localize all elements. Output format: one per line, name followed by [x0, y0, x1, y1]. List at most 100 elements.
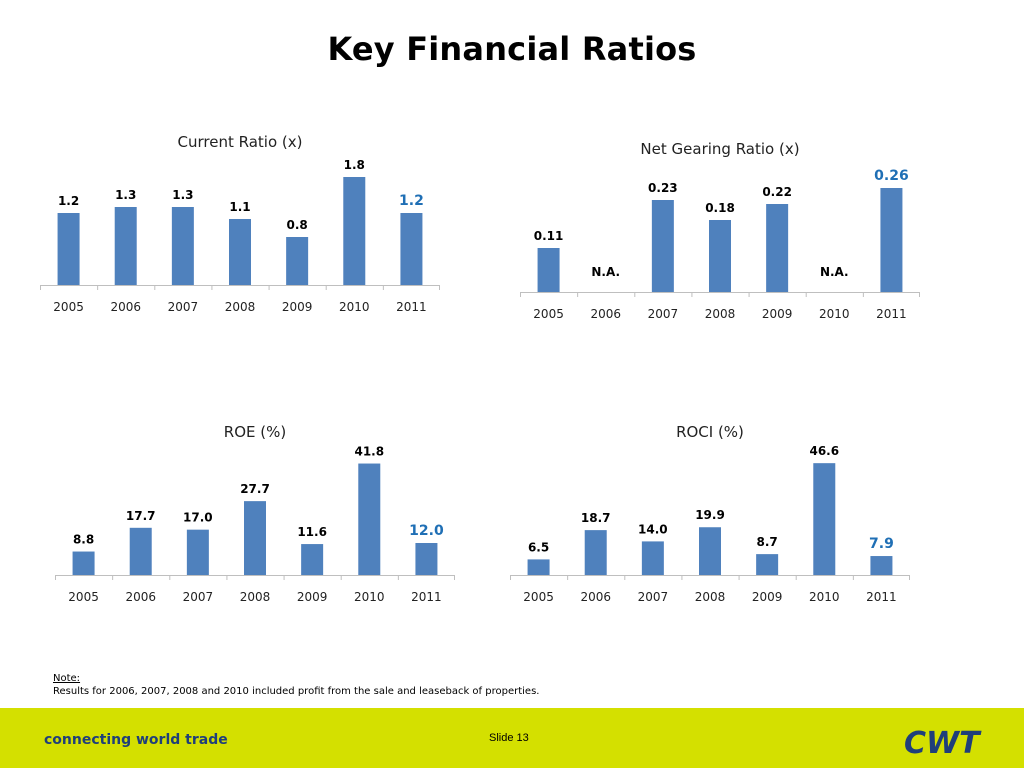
bar-2009	[766, 204, 789, 292]
x-tick-label-2010: 2010	[819, 307, 850, 321]
data-label-2008: 0.18	[705, 201, 735, 215]
bar-2011	[870, 556, 893, 575]
bar-2011	[415, 543, 438, 575]
bar-2010	[813, 463, 836, 575]
x-tick-label-2008: 2008	[240, 590, 271, 604]
data-label-2007: 17.0	[183, 511, 213, 525]
x-tick-label-2007: 2007	[638, 590, 669, 604]
bar-2011	[400, 213, 423, 285]
note-label: Note:	[53, 673, 81, 684]
bar-2005	[527, 559, 550, 575]
x-tick-label-2007: 2007	[648, 307, 679, 321]
bar-2011	[880, 188, 903, 292]
data-label-2010: 46.6	[809, 444, 839, 458]
bar-2008	[709, 220, 731, 292]
x-tick-label-2005: 2005	[53, 300, 84, 314]
bar-2006	[584, 530, 607, 575]
data-label-2006: N.A.	[591, 265, 620, 279]
chart-svg: ROCI (%) 6.5 2005 18.7 2006 14.0 2007 19.9 2008 8…	[510, 423, 910, 604]
chart-roci: ROCI (%) 6.5 2005 18.7 2006 14.0 2007 19.9 2008 8…	[510, 415, 910, 615]
chart-title: ROE (%)	[224, 423, 286, 441]
x-tick-label-2005: 2005	[523, 590, 554, 604]
bar-2010	[358, 463, 381, 575]
data-label-2005: 0.11	[534, 229, 564, 243]
tagline: connecting world trade	[44, 732, 228, 748]
data-label-2010: 1.8	[344, 158, 365, 172]
bar-2009	[286, 237, 309, 285]
chart-title: Net Gearing Ratio (x)	[640, 140, 799, 158]
x-tick-label-2007: 2007	[168, 300, 199, 314]
data-label-2005: 6.5	[528, 540, 549, 554]
x-tick-label-2006: 2006	[125, 590, 156, 604]
data-label-2007: 14.0	[638, 522, 668, 536]
footnote: Note: Results for 2006, 2007, 2008 and 2…	[53, 672, 539, 698]
bar-2005	[537, 248, 560, 292]
bar-2008	[699, 527, 721, 575]
x-tick-label-2006: 2006	[590, 307, 621, 321]
note-text: Results for 2006, 2007, 2008 and 2010 in…	[53, 686, 540, 697]
data-label-2009: 0.22	[762, 185, 792, 199]
data-label-2010: 41.8	[354, 445, 384, 459]
x-tick-label-2010: 2010	[809, 590, 840, 604]
data-label-2011: 7.9	[869, 536, 894, 552]
bar-2009	[756, 554, 779, 575]
data-label-2010: N.A.	[820, 265, 849, 279]
x-tick-label-2009: 2009	[297, 590, 328, 604]
x-tick-label-2009: 2009	[282, 300, 313, 314]
page-title: Key Financial Ratios	[327, 30, 697, 68]
data-label-2009: 8.7	[757, 535, 778, 549]
bar-2007	[641, 541, 664, 575]
bar-2005	[72, 551, 95, 575]
data-label-2008: 1.1	[229, 200, 250, 214]
cwt-logo: CWT	[904, 726, 982, 758]
chart-roe: ROE (%) 8.8 2005 17.7 2006 17.0 2007 27.7 2008 11…	[55, 415, 455, 615]
x-tick-label-2008: 2008	[695, 590, 726, 604]
data-label-2007: 1.3	[172, 188, 193, 202]
data-label-2011: 0.26	[874, 168, 909, 184]
data-label-2005: 8.8	[73, 533, 94, 547]
bar-2006	[129, 527, 152, 575]
chart-title: ROCI (%)	[676, 423, 744, 441]
x-tick-label-2011: 2011	[876, 307, 907, 321]
footer-bar: connecting world trade Slide 13 CWT	[0, 708, 1024, 768]
bar-2008	[229, 219, 251, 285]
data-label-2006: 1.3	[115, 188, 136, 202]
data-label-2011: 1.2	[399, 193, 424, 209]
data-label-2007: 0.23	[648, 181, 678, 195]
x-tick-label-2005: 2005	[68, 590, 99, 604]
x-tick-label-2009: 2009	[752, 590, 783, 604]
bar-2010	[343, 177, 366, 285]
x-tick-label-2008: 2008	[705, 307, 736, 321]
x-tick-label-2005: 2005	[533, 307, 564, 321]
chart-net-gearing-ratio: Net Gearing Ratio (x) 0.11 2005 N.A. 2006 0.2…	[520, 132, 920, 332]
chart-svg: ROE (%) 8.8 2005 17.7 2006 17.0 2007 27.7 2008 11…	[55, 423, 455, 604]
x-tick-label-2006: 2006	[110, 300, 141, 314]
chart-title: Current Ratio (x)	[178, 133, 303, 151]
x-tick-label-2011: 2011	[411, 590, 442, 604]
x-tick-label-2008: 2008	[225, 300, 256, 314]
x-tick-label-2011: 2011	[866, 590, 897, 604]
chart-current-ratio: Current Ratio (x) 1.2 2005 1.3 2006 1.3 2007 1.…	[40, 125, 440, 325]
logo-text: CWT	[904, 726, 982, 758]
x-tick-label-2006: 2006	[580, 590, 611, 604]
data-label-2006: 17.7	[126, 509, 156, 523]
data-label-2011: 12.0	[409, 523, 444, 539]
bar-2007	[171, 207, 194, 285]
bar-2008	[244, 501, 266, 575]
x-tick-label-2010: 2010	[339, 300, 370, 314]
x-tick-label-2010: 2010	[354, 590, 385, 604]
bar-2007	[186, 529, 209, 575]
chart-svg: Current Ratio (x) 1.2 2005 1.3 2006 1.3 2007 1.…	[40, 133, 440, 314]
data-label-2006: 18.7	[581, 511, 611, 525]
x-tick-label-2011: 2011	[396, 300, 427, 314]
bar-2006	[114, 207, 137, 285]
bar-2009	[301, 544, 324, 575]
data-label-2009: 11.6	[297, 525, 327, 539]
data-label-2005: 1.2	[58, 194, 79, 208]
data-label-2008: 19.9	[695, 508, 725, 522]
x-tick-label-2009: 2009	[762, 307, 793, 321]
slide-number: Slide 13	[489, 732, 529, 744]
bar-2005	[57, 213, 80, 285]
data-label-2009: 0.8	[287, 218, 308, 232]
chart-svg: Net Gearing Ratio (x) 0.11 2005 N.A. 2006 0.2…	[520, 140, 920, 321]
